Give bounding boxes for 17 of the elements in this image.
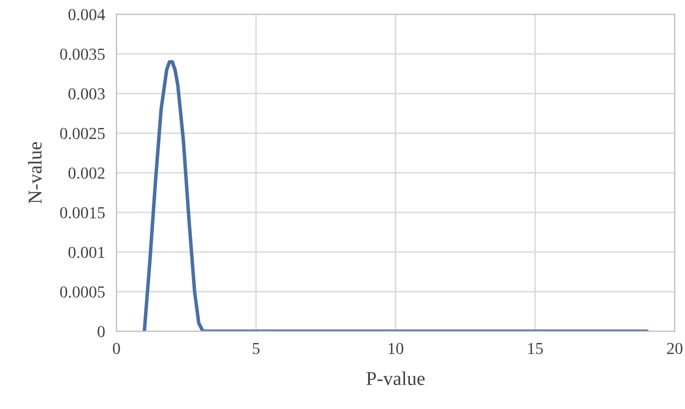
line-series [142,60,649,332]
x-tick-label: 5 [252,343,260,354]
y-tick-label: 0.001 [68,246,104,258]
x-tick-label: 15 [528,342,543,354]
x-axis-title: P-value [366,371,425,386]
y-tick-label: 0.004 [68,9,106,20]
y-tick-label: 0.0025 [60,128,105,140]
y-tick-label: 0.0015 [60,207,105,218]
y-tick-label: 0.003 [68,88,105,100]
x-tick-label: 10 [388,342,404,354]
y-tick-label: 0 [98,326,105,338]
x-tick-label: 20 [667,342,682,354]
y-axis-title: N-value [28,142,42,204]
y-tick-label: 0.0005 [60,286,105,298]
y-tick-label: 0.002 [68,168,104,179]
y-tick-label: 0.0035 [60,48,105,60]
x-tick-label: 0 [112,342,120,354]
